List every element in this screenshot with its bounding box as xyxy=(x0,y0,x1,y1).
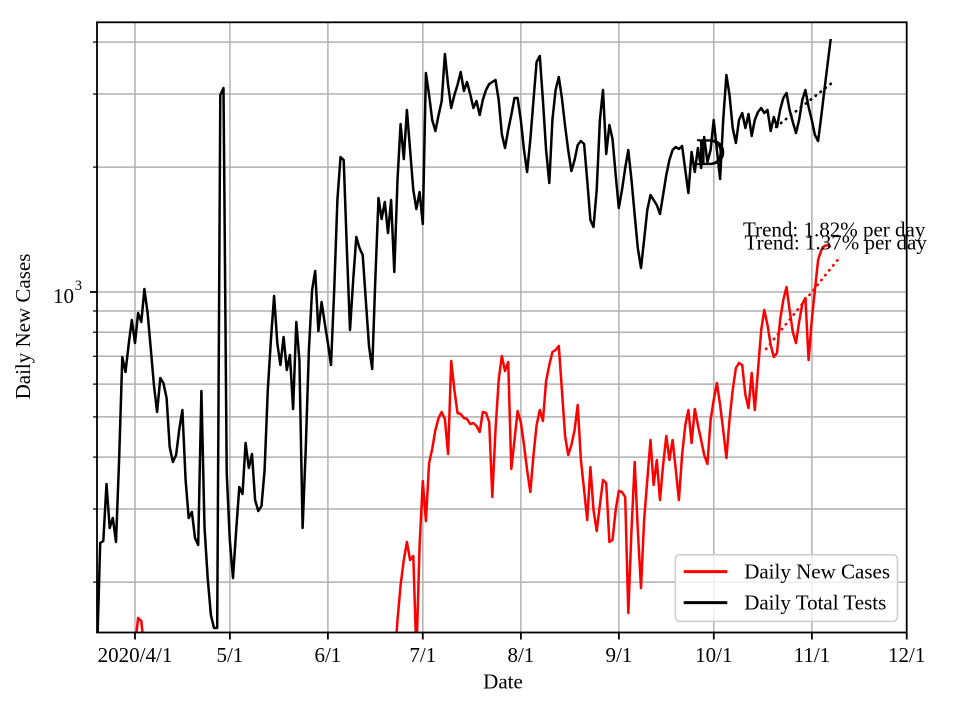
svg-text:Daily New Cases: Daily New Cases xyxy=(744,560,890,584)
svg-text:8/1: 8/1 xyxy=(507,643,534,667)
svg-text:10: 10 xyxy=(53,284,74,308)
svg-text:Daily Total Tests: Daily Total Tests xyxy=(744,591,886,615)
svg-text:12/1: 12/1 xyxy=(888,643,925,667)
svg-text:7/1: 7/1 xyxy=(409,643,436,667)
svg-text:9/1: 9/1 xyxy=(605,643,632,667)
svg-text:10/1: 10/1 xyxy=(695,643,732,667)
svg-text:Trend: 1.82% per day: Trend: 1.82% per day xyxy=(743,218,926,242)
svg-text:3: 3 xyxy=(75,278,82,294)
svg-text:Trend: 1.37% per day: Trend: 1.37% per day xyxy=(745,231,928,255)
svg-text:Date: Date xyxy=(483,669,523,693)
svg-text:5/1: 5/1 xyxy=(216,643,243,667)
svg-text:6/1: 6/1 xyxy=(314,643,341,667)
svg-text:11/1: 11/1 xyxy=(794,643,831,667)
svg-text:2020/4/1: 2020/4/1 xyxy=(98,643,173,667)
svg-text:Daily New Cases: Daily New Cases xyxy=(11,254,35,400)
